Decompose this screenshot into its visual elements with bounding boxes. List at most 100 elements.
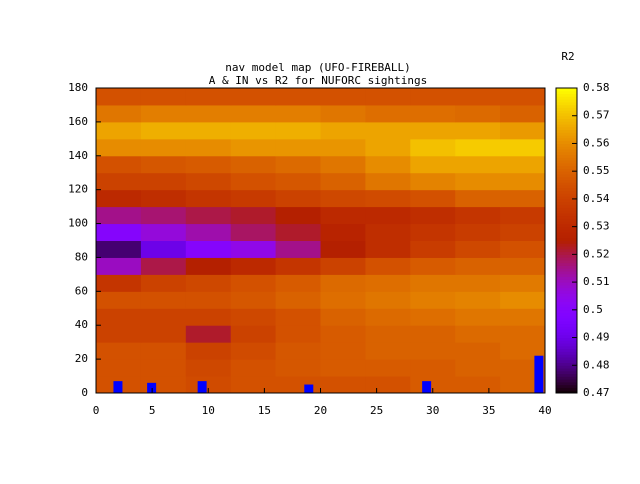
heatmap-cell — [96, 206, 142, 225]
colorbar-band — [556, 226, 577, 230]
colorbar-band — [556, 373, 577, 377]
heatmap-cell — [410, 257, 456, 275]
heatmap-cell — [275, 88, 321, 106]
colorbar-title: R2 — [561, 50, 574, 63]
marker — [113, 381, 123, 393]
heatmap-cell — [140, 240, 187, 258]
heatmap-cell — [365, 240, 411, 258]
heatmap-cell — [230, 104, 277, 123]
heatmap-cell — [230, 240, 277, 258]
heatmap-cell — [320, 291, 366, 309]
heatmap-cell — [185, 240, 232, 258]
heatmap-cell — [96, 308, 142, 326]
heatmap-cell — [410, 88, 456, 106]
heatmap-cell — [96, 88, 142, 106]
heatmap-cell — [500, 189, 546, 208]
heatmap-cell — [185, 257, 232, 275]
colorbar-band — [556, 99, 577, 103]
colorbar-band — [556, 212, 577, 217]
y-tick-label: 100 — [68, 217, 88, 230]
colorbar-band — [556, 312, 577, 316]
heatmap-cell — [275, 376, 321, 394]
heatmap-cell — [410, 291, 456, 309]
x-tick-label: 30 — [426, 404, 439, 417]
x-tick-label: 5 — [149, 404, 156, 417]
colorbar-band — [556, 126, 577, 131]
heatmap-cell — [185, 291, 232, 309]
colorbar-band — [556, 248, 577, 253]
heatmap-cell — [275, 274, 321, 292]
colorbar-band — [556, 262, 577, 266]
colorbar-band — [556, 359, 577, 363]
y-tick-label: 20 — [75, 352, 88, 365]
y-tick-label: 120 — [68, 183, 88, 196]
colorbar-band — [556, 356, 577, 361]
colorbar-band — [556, 107, 577, 111]
colorbar-band — [556, 237, 577, 241]
colorbar-frame — [555, 87, 578, 394]
colorbar-tick-label: 0.5 — [583, 303, 603, 316]
colorbar-band — [556, 301, 577, 305]
colorbar-band — [556, 295, 577, 300]
heatmap-cell — [140, 88, 187, 106]
colorbar-tick-label: 0.51 — [583, 275, 610, 288]
heatmap-cell — [320, 325, 366, 343]
y-tick-label: 80 — [75, 250, 88, 263]
heatmap-cell — [275, 172, 321, 191]
heatmap-cell — [410, 206, 456, 225]
colorbar-tick-label: 0.52 — [583, 247, 610, 260]
marker — [534, 355, 544, 393]
colorbar-tick-label: 0.57 — [583, 109, 610, 122]
colorbar-band — [556, 115, 577, 119]
heatmap-cell — [365, 172, 411, 191]
colorbar-band — [556, 259, 577, 264]
heatmap-cell — [455, 155, 501, 174]
colorbar-band — [556, 207, 577, 211]
colorbar-band — [556, 348, 577, 352]
colorbar-band — [556, 201, 577, 205]
colorbar-band — [556, 93, 577, 97]
colorbar-band — [556, 315, 577, 319]
colorbar-band — [556, 137, 577, 142]
colorbar-band — [556, 254, 577, 258]
heatmap-cell — [140, 257, 187, 275]
x-tick-label: 15 — [258, 404, 271, 417]
colorbar-band — [556, 179, 577, 183]
heatmap-cell — [365, 138, 411, 157]
colorbar-band — [556, 293, 577, 297]
heatmap-cell — [230, 223, 277, 241]
heatmap-cell — [500, 325, 546, 343]
heatmap-cell — [275, 308, 321, 326]
heatmap-cell — [320, 206, 366, 225]
colorbar-band — [556, 326, 577, 330]
colorbar-band — [556, 298, 577, 302]
colorbar-band — [556, 121, 577, 125]
colorbar-tick-label: 0.58 — [583, 81, 610, 94]
heatmap-cell — [185, 189, 232, 208]
x-tick-label: 20 — [314, 404, 327, 417]
colorbar-band — [556, 215, 577, 219]
colorbar-band — [556, 218, 577, 222]
x-tick-label: 40 — [538, 404, 551, 417]
heatmap-cell — [320, 376, 366, 394]
heatmap-cell — [140, 223, 187, 241]
heatmap-cell — [230, 325, 277, 343]
heatmap-cell — [96, 359, 142, 377]
colorbar-band — [556, 204, 577, 208]
heatmap-cell — [140, 291, 187, 309]
heatmap-cell — [96, 155, 142, 174]
colorbar-band — [556, 271, 577, 275]
colorbar-band — [556, 129, 577, 133]
heatmap-cell — [365, 257, 411, 275]
heatmap-cell — [275, 138, 321, 157]
colorbar-band — [556, 376, 577, 380]
heatmap-cell — [500, 206, 546, 225]
heatmap-cell — [365, 376, 411, 394]
heatmap-cell — [185, 121, 232, 140]
colorbar-band — [556, 223, 577, 228]
colorbar-band — [556, 307, 577, 311]
heatmap-cell — [275, 121, 321, 140]
heatmap-cell — [230, 138, 277, 157]
